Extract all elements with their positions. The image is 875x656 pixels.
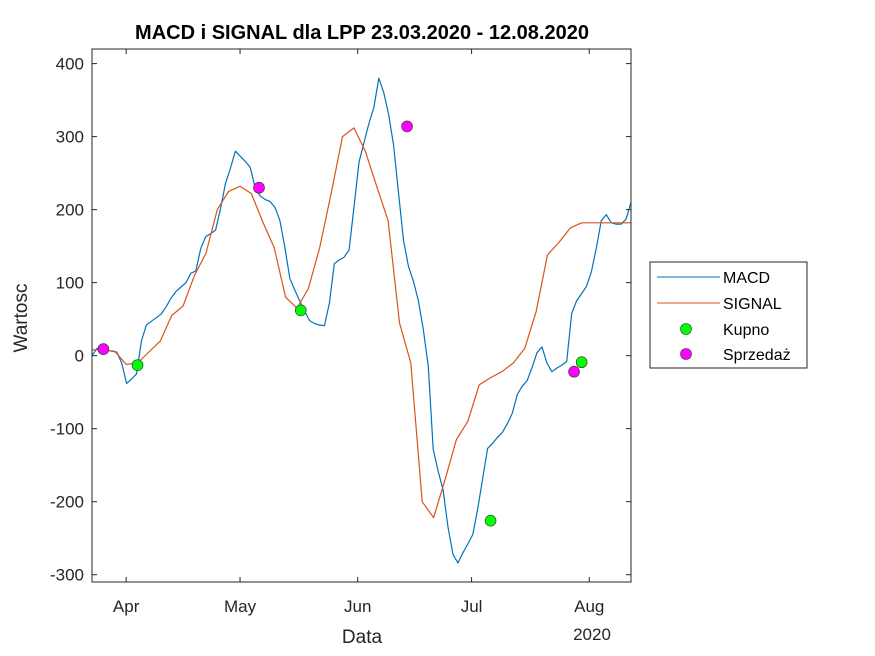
kupno-marker (484, 514, 497, 527)
y-tick-label: -100 (50, 420, 84, 439)
x-axis-label: Data (342, 627, 383, 648)
kupno-marker (294, 304, 307, 317)
x-tick-label: Jul (461, 597, 483, 616)
y-tick-labels: -300 -200 -100 0 100 200 300 400 (50, 55, 84, 585)
y-tick-label: 0 (75, 347, 84, 366)
y-axis-label: Wartosc (11, 284, 32, 353)
kupno-marker (131, 359, 144, 371)
y-tick-label: 200 (56, 201, 84, 220)
series-layer (91, 77, 632, 564)
series-signal (92, 127, 631, 519)
y-tick-label: 400 (56, 55, 84, 74)
legend-macd-label: MACD (723, 270, 770, 287)
legend-box (649, 261, 808, 369)
y-tick-label: 300 (56, 128, 84, 147)
x-tick-label: Aug (574, 597, 604, 616)
legend-sprzedaz-marker (680, 348, 692, 360)
x-tick-labels: Apr May Jun Jul Aug (113, 597, 604, 616)
x-axis-year-label: 2020 (573, 625, 611, 644)
axis-ticks (92, 49, 631, 582)
legend-kupno-label: Kupno (723, 322, 769, 339)
x-tick-label: Jun (344, 597, 371, 616)
y-tick-label: -200 (50, 493, 84, 512)
legend-signal-label: SIGNAL (723, 296, 782, 313)
legend: MACD SIGNAL Kupno Sprzedaż (649, 261, 808, 369)
y-tick-label: 100 (56, 274, 84, 293)
kupno-marker (575, 356, 588, 369)
legend-kupno-marker (680, 323, 692, 335)
sprzedaz-marker (97, 343, 110, 355)
x-tick-label: Apr (113, 597, 140, 616)
x-tick-label: May (224, 597, 257, 616)
sprzedaz-marker (253, 181, 265, 194)
chart-title: MACD i SIGNAL dla LPP 23.03.2020 - 12.08… (135, 22, 589, 44)
markers-layer (97, 120, 588, 527)
sprzedaz-marker (568, 365, 580, 378)
legend-sprzedaz-label: Sprzedaż (723, 347, 791, 364)
plot-area (92, 49, 631, 582)
sprzedaz-marker (401, 120, 413, 133)
plot-frame (91, 48, 632, 583)
series-macd (91, 77, 632, 564)
y-tick-label: -300 (50, 566, 84, 585)
